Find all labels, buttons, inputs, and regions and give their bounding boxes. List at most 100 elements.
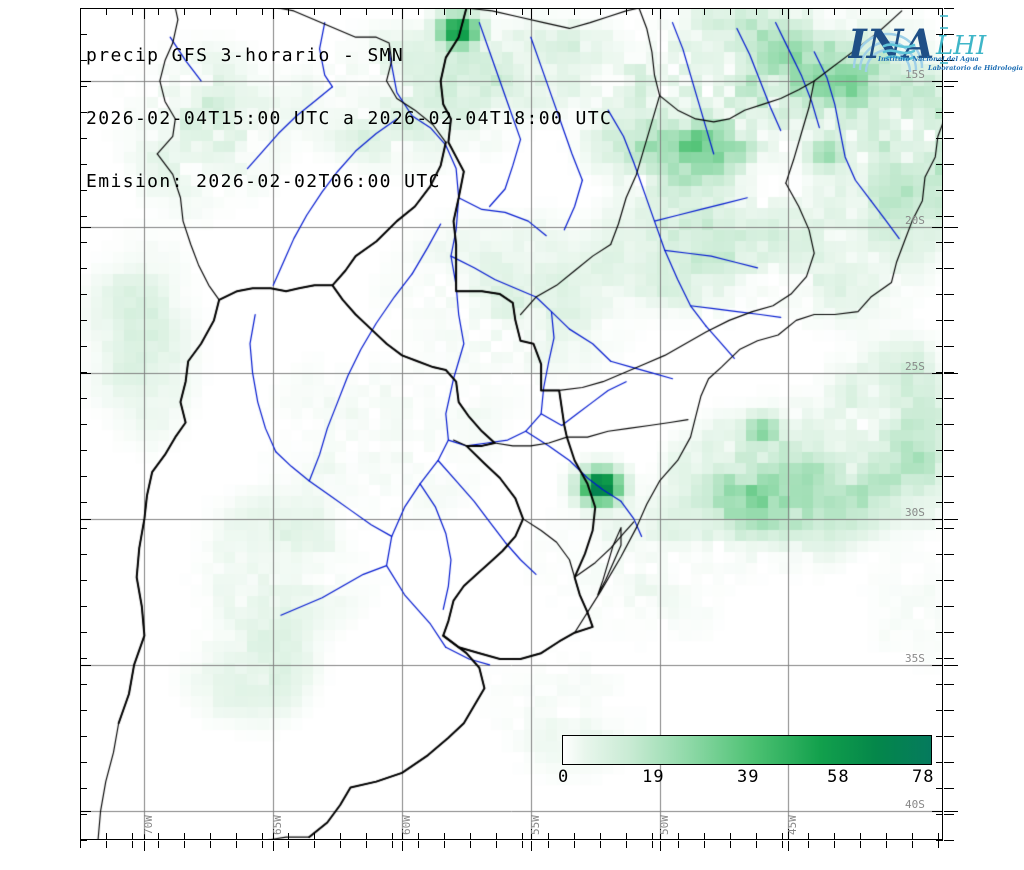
axis-tick <box>944 8 954 9</box>
axis-tick <box>944 736 954 737</box>
axis-tick <box>106 833 107 840</box>
axis-tick <box>936 528 943 529</box>
axis-tick <box>80 528 87 529</box>
axis-tick <box>80 811 91 812</box>
axis-tick <box>80 519 91 520</box>
colorbar-tick-label: 58 <box>827 767 850 787</box>
axis-tick <box>80 81 91 82</box>
axis-tick <box>938 833 939 840</box>
axis-tick <box>936 86 943 87</box>
axis-tick <box>936 164 943 165</box>
axis-tick <box>944 346 954 347</box>
axis-tick <box>782 833 783 840</box>
axis-tick <box>80 710 87 711</box>
axis-tick <box>936 268 943 269</box>
axis-tick <box>80 554 87 555</box>
axis-tick <box>704 841 705 848</box>
axis-tick <box>944 60 954 61</box>
axis-tick <box>144 829 145 840</box>
axis-tick <box>652 833 653 840</box>
axis-tick <box>80 60 87 61</box>
axis-tick <box>340 833 341 840</box>
axis-tick <box>936 242 943 243</box>
axis-tick <box>944 788 954 789</box>
axis-tick <box>936 450 943 451</box>
axis-tick <box>936 190 943 191</box>
longitude-tick-label: 55W <box>528 815 542 835</box>
axis-tick <box>834 8 835 15</box>
axis-tick <box>936 554 943 555</box>
axis-tick <box>80 138 87 139</box>
axis-tick <box>936 320 943 321</box>
axis-tick <box>652 8 653 15</box>
axis-tick <box>80 450 87 451</box>
logo-graphic: INA LHI <box>847 15 987 73</box>
axis-tick <box>660 8 661 19</box>
axis-tick <box>366 833 367 840</box>
map-plot-area <box>80 8 943 840</box>
axis-tick <box>944 372 954 373</box>
axis-tick <box>80 665 91 666</box>
axis-tick <box>912 833 913 840</box>
axis-tick <box>944 811 958 812</box>
axis-tick <box>938 841 939 848</box>
axis-tick <box>80 320 87 321</box>
axis-tick <box>522 8 523 15</box>
axis-tick <box>288 841 289 848</box>
axis-tick <box>210 841 211 848</box>
axis-tick <box>936 840 943 841</box>
axis-tick <box>932 665 943 666</box>
axis-tick <box>402 829 403 840</box>
axis-tick <box>574 8 575 15</box>
axis-tick <box>938 8 939 15</box>
colorbar-tick-label: 0 <box>558 767 570 787</box>
axis-tick <box>944 814 954 815</box>
title-line-2: 2026-02-04T15:00 UTC a 2026-02-04T18:00 … <box>86 108 613 129</box>
axis-tick <box>80 840 87 841</box>
axis-tick <box>944 554 954 555</box>
axis-tick <box>80 814 87 815</box>
axis-tick <box>936 372 943 373</box>
axis-tick <box>944 86 954 87</box>
axis-tick <box>273 841 274 851</box>
axis-tick <box>184 8 185 15</box>
map-vector-overlay <box>80 8 943 840</box>
axis-tick <box>80 684 87 685</box>
axis-tick <box>314 8 315 15</box>
axis-tick <box>678 841 679 848</box>
axis-tick <box>936 632 943 633</box>
axis-tick <box>522 841 523 848</box>
axis-tick <box>210 8 211 15</box>
axis-tick <box>936 710 943 711</box>
axis-tick <box>730 8 731 15</box>
axis-tick <box>944 519 958 520</box>
axis-tick <box>80 736 87 737</box>
axis-tick <box>936 60 943 61</box>
map-title: precip GFS 3-horario - SMN 2026-02-04T15… <box>86 3 612 234</box>
axis-tick <box>392 833 393 840</box>
axis-tick <box>886 8 887 15</box>
colorbar-tick-label: 19 <box>642 767 665 787</box>
axis-tick <box>912 8 913 15</box>
longitude-tick-label: 45W <box>786 815 800 835</box>
axis-tick <box>860 833 861 840</box>
axis-tick <box>80 112 87 113</box>
axis-tick <box>936 580 943 581</box>
axis-tick <box>652 841 653 848</box>
axis-tick <box>704 8 705 15</box>
axis-tick <box>80 373 91 374</box>
axis-tick <box>548 8 549 15</box>
axis-tick <box>808 833 809 840</box>
axis-tick <box>444 841 445 848</box>
axis-tick <box>496 8 497 15</box>
axis-tick <box>340 841 341 848</box>
axis-tick <box>80 190 87 191</box>
axis-tick <box>262 833 263 840</box>
axis-tick <box>944 294 954 295</box>
axis-tick <box>80 8 81 15</box>
axis-tick <box>944 268 954 269</box>
axis-tick <box>944 34 954 35</box>
axis-tick <box>80 372 87 373</box>
axis-tick <box>936 138 943 139</box>
axis-tick <box>912 841 913 848</box>
